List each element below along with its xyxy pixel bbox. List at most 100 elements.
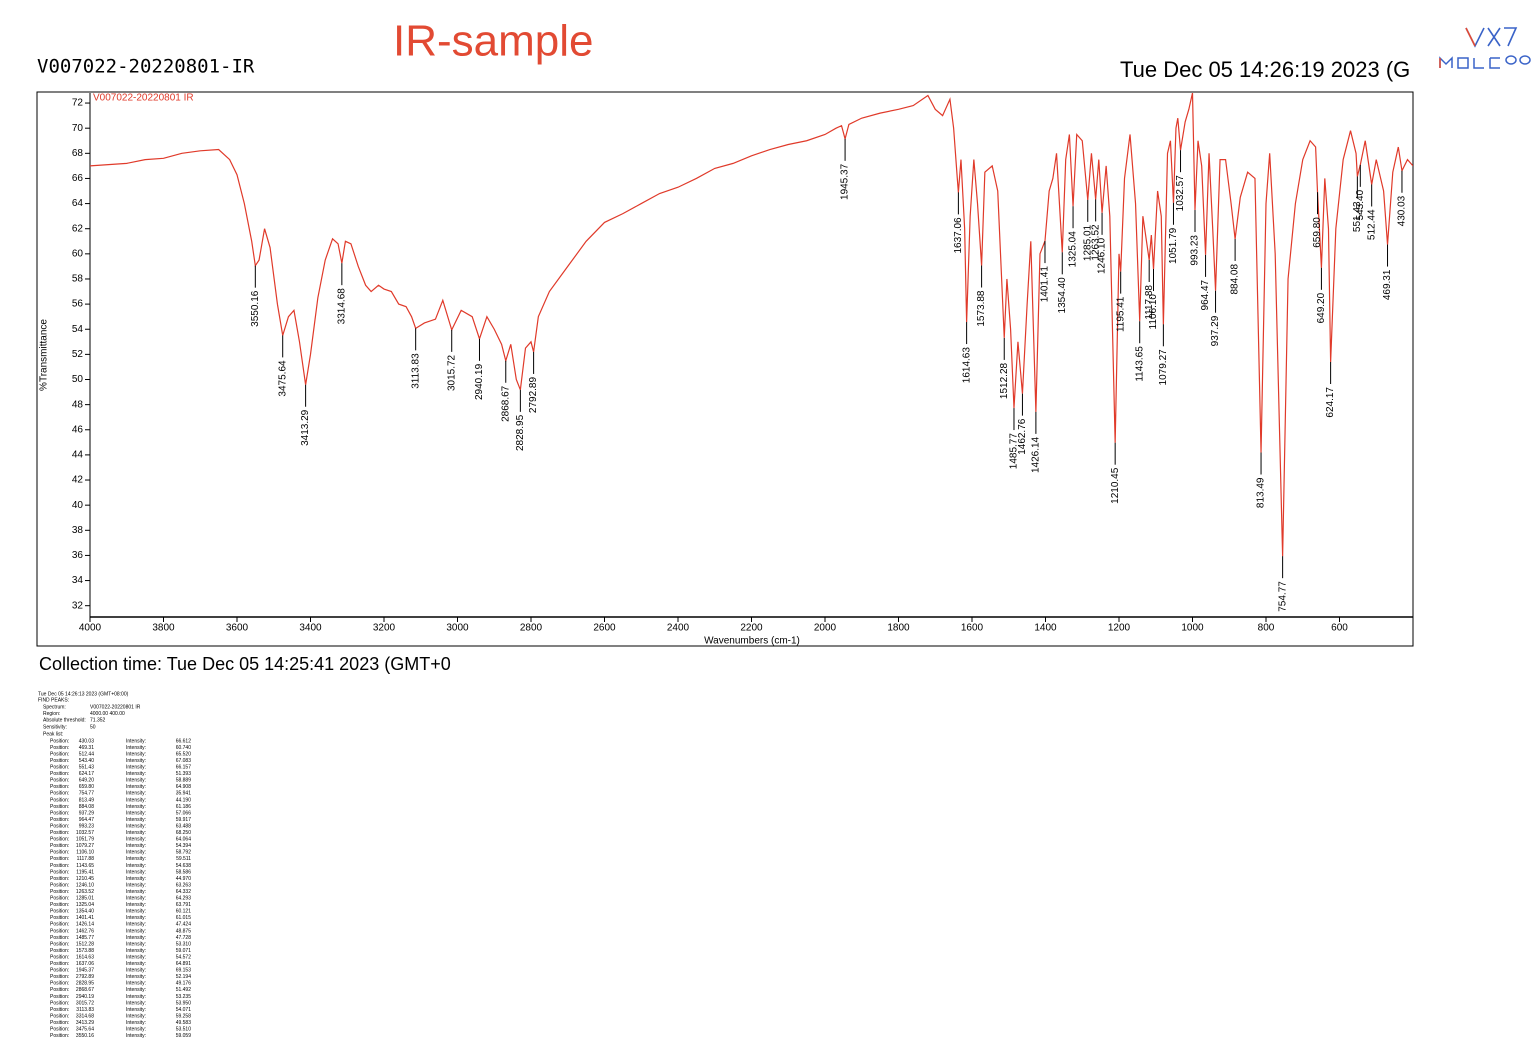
intensity-value: 57.066 xyxy=(176,810,192,816)
intensity-label: Intensity: xyxy=(126,765,146,771)
intensity-value: 66.157 xyxy=(176,765,192,771)
intensity-label: Intensity: xyxy=(126,843,146,849)
intensity-label: Intensity: xyxy=(126,987,146,993)
position-label: Position: xyxy=(50,1007,69,1013)
intensity-label: Intensity: xyxy=(126,896,146,902)
intensity-value: 64.908 xyxy=(176,784,192,790)
position-label: Position: xyxy=(50,968,69,974)
peak-label: 937.29 xyxy=(1210,315,1221,346)
position-label: Position: xyxy=(50,1033,69,1039)
intensity-value: 63.263 xyxy=(176,882,192,888)
peak-label: 1401.41 xyxy=(1040,266,1051,303)
position-value: 512.44 xyxy=(79,751,95,757)
position-value: 937.29 xyxy=(79,810,95,816)
report-field-value: 71.352 xyxy=(90,718,106,724)
position-value: 3475.64 xyxy=(76,1027,94,1033)
peak-label: 1485.77 xyxy=(1009,433,1020,470)
x-axis-label: Wavenumbers (cm-1) xyxy=(704,636,800,647)
position-label: Position: xyxy=(50,948,69,954)
position-label: Position: xyxy=(50,758,69,764)
intensity-label: Intensity: xyxy=(126,974,146,980)
y-tick-label: 42 xyxy=(72,475,84,486)
y-tick-label: 58 xyxy=(72,274,84,285)
position-value: 1354.40 xyxy=(76,909,94,915)
intensity-value: 52.194 xyxy=(176,974,192,980)
position-label: Position: xyxy=(50,804,69,810)
position-label: Position: xyxy=(50,778,69,784)
intensity-value: 54.638 xyxy=(176,863,192,869)
intensity-value: 54.572 xyxy=(176,954,192,960)
intensity-label: Intensity: xyxy=(126,882,146,888)
position-label: Position: xyxy=(50,902,69,908)
peak-label: 1246.10 xyxy=(1097,237,1108,274)
position-value: 551.43 xyxy=(79,765,95,771)
intensity-value: 53.235 xyxy=(176,994,192,1000)
legend-label: V007022-20220801 IR xyxy=(93,93,194,104)
intensity-value: 49.583 xyxy=(176,1020,192,1026)
position-value: 1637.06 xyxy=(76,961,94,967)
intensity-label: Intensity: xyxy=(126,941,146,947)
position-label: Position: xyxy=(50,745,69,751)
intensity-value: 66.612 xyxy=(176,738,192,744)
intensity-label: Intensity: xyxy=(126,994,146,1000)
position-label: Position: xyxy=(50,856,69,862)
y-tick-label: 66 xyxy=(72,173,84,184)
y-tick-label: 60 xyxy=(72,248,84,259)
report-timestamp: Tue Dec 05 14:26:13 2023 (GMT+08:00) xyxy=(38,691,129,697)
position-label: Position: xyxy=(50,896,69,902)
peak-label: 512.44 xyxy=(1366,209,1377,240)
position-label: Position: xyxy=(50,941,69,947)
position-value: 1325.04 xyxy=(76,902,94,908)
position-value: 2792.89 xyxy=(76,974,94,980)
peak-label: 1263.52 xyxy=(1090,224,1101,261)
position-value: 2868.67 xyxy=(76,987,94,993)
y-tick-label: 70 xyxy=(72,123,84,134)
intensity-value: 58.586 xyxy=(176,869,192,875)
intensity-label: Intensity: xyxy=(126,915,146,921)
position-value: 3550.16 xyxy=(76,1033,94,1039)
y-tick-label: 56 xyxy=(72,299,84,310)
y-tick-label: 64 xyxy=(72,198,84,209)
peak-label: 993.23 xyxy=(1190,235,1201,266)
position-label: Position: xyxy=(50,797,69,803)
peak-label: 659.80 xyxy=(1312,217,1323,248)
intensity-label: Intensity: xyxy=(126,1000,146,1006)
intensity-value: 68.250 xyxy=(176,830,192,836)
position-label: Position: xyxy=(50,882,69,888)
position-value: 1032.57 xyxy=(76,830,94,836)
peak-label: 1285.01 xyxy=(1082,224,1093,261)
intensity-value: 60.121 xyxy=(176,909,192,915)
position-label: Position: xyxy=(50,738,69,744)
position-value: 3314.68 xyxy=(76,1013,94,1019)
intensity-label: Intensity: xyxy=(126,758,146,764)
x-tick-label: 3200 xyxy=(373,623,396,634)
intensity-label: Intensity: xyxy=(126,1013,146,1019)
position-label: Position: xyxy=(50,915,69,921)
position-label: Position: xyxy=(50,876,69,882)
intensity-label: Intensity: xyxy=(126,738,146,744)
peak-label: 1143.65 xyxy=(1134,346,1145,382)
peak-label: 3550.16 xyxy=(250,290,261,327)
intensity-label: Intensity: xyxy=(126,928,146,934)
report-field-value: 4000.00 400.00 xyxy=(90,711,125,717)
intensity-value: 64.293 xyxy=(176,896,192,902)
position-label: Position: xyxy=(50,784,69,790)
intensity-value: 49.176 xyxy=(176,981,192,987)
peak-label: 1354.40 xyxy=(1057,277,1068,314)
intensity-value: 63.791 xyxy=(176,902,192,908)
x-tick-label: 600 xyxy=(1331,623,1348,634)
collection-time: Collection time: Tue Dec 05 14:25:41 202… xyxy=(39,654,451,674)
x-tick-label: 2600 xyxy=(593,623,616,634)
x-tick-label: 3600 xyxy=(226,623,249,634)
peak-label: 2868.67 xyxy=(500,385,511,422)
position-value: 1117.88 xyxy=(77,856,95,862)
x-tick-label: 1000 xyxy=(1181,623,1204,634)
peak-label: 430.03 xyxy=(1397,195,1408,226)
position-value: 2940.19 xyxy=(76,994,94,1000)
peak-list-heading: Peak list: xyxy=(43,731,63,737)
report-field-value: 50 xyxy=(90,724,96,730)
intensity-value: 59.917 xyxy=(176,817,192,823)
intensity-value: 53.310 xyxy=(176,941,192,947)
x-tick-label: 3000 xyxy=(446,623,469,634)
